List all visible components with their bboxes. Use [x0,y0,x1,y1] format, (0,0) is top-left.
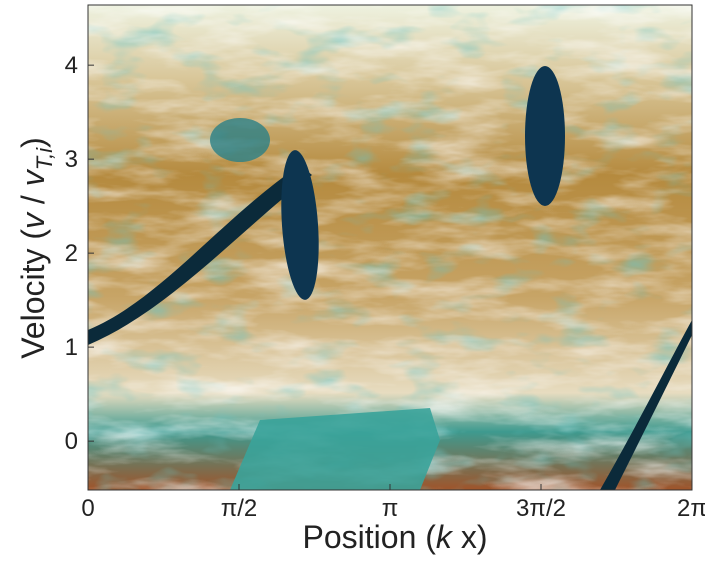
phase-space-image [88,5,692,490]
y-label-suffix: ) [15,137,51,148]
x-label-prefix: Position ( [303,519,437,555]
y-label-sep: / [15,186,51,213]
x-tick-label: π/2 [221,495,258,522]
y-label-subscript: T,i [32,147,57,171]
x-tick-label: 2π [677,495,705,522]
y-tick-label: 1 [65,334,78,361]
y-axis-label: Velocity (v / vT,i) [15,137,57,359]
y-label-prefix: Velocity ( [15,229,51,359]
y-tick-label: 0 [65,428,78,455]
x-tick-label: 0 [81,495,94,522]
y-label-var2: v [15,168,51,186]
x-tick-label: π [382,495,399,522]
x-label-suffix: x) [452,519,488,555]
y-tick-label: 4 [65,52,78,79]
x-axis-label: Position (k x) [303,519,488,555]
y-tick-label: 3 [65,146,78,173]
y-tick-label: 2 [65,240,78,267]
x-tick-label: 3π/2 [516,495,566,522]
x-label-var: k [436,519,454,555]
y-label-var: v [15,211,51,229]
